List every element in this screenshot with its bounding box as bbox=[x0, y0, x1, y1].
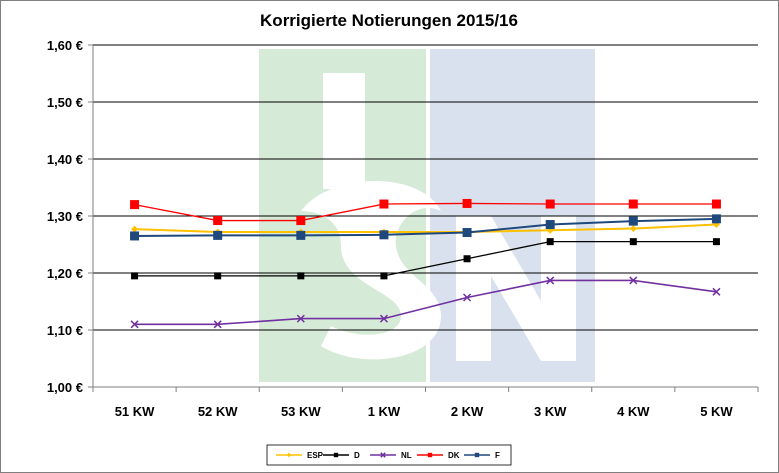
point-dk-4 bbox=[462, 198, 472, 208]
watermark-letter-n bbox=[456, 216, 576, 361]
point-d-5 bbox=[546, 238, 554, 246]
point-dk-5 bbox=[545, 199, 555, 209]
point-d-1 bbox=[214, 272, 222, 280]
legend-label-dk: DK bbox=[448, 451, 460, 460]
ytick-label-4: 1,40 € bbox=[47, 152, 83, 167]
point-d-6 bbox=[629, 238, 637, 246]
watermark-letter-s bbox=[301, 181, 441, 360]
legend-marker-d bbox=[333, 452, 339, 458]
xtick-label-1: 52 KW bbox=[198, 404, 238, 419]
point-nl-6 bbox=[629, 276, 638, 285]
point-esp-0 bbox=[131, 225, 139, 233]
legend-marker-nl bbox=[380, 452, 386, 458]
ytick-label-3: 1,30 € bbox=[47, 209, 83, 224]
point-f-2 bbox=[296, 230, 306, 240]
xtick-label-6: 4 KW bbox=[617, 404, 650, 419]
point-esp-6 bbox=[629, 225, 637, 233]
ytick-label-2: 1,20 € bbox=[47, 266, 83, 281]
point-f-5 bbox=[545, 220, 555, 230]
series-dk bbox=[130, 198, 721, 226]
point-nl-2 bbox=[296, 314, 305, 323]
series-line-f bbox=[134, 217, 717, 237]
x-axis: 51 KW 52 KW 53 KW 1 KW 2 KW 3 KW 4 KW 5 KW bbox=[92, 386, 759, 419]
point-nl-3 bbox=[379, 314, 388, 323]
ytick-label-1: 1,10 € bbox=[47, 323, 83, 338]
series-line-d bbox=[134, 240, 717, 277]
legend-label-f: F bbox=[495, 451, 500, 460]
point-dk-1 bbox=[213, 216, 223, 226]
point-f-1 bbox=[213, 230, 223, 240]
point-dk-0 bbox=[130, 200, 140, 210]
legend-marker-dk bbox=[427, 452, 433, 458]
chart-title: Korrigierte Notierungen 2015/16 bbox=[260, 11, 518, 30]
point-dk-2 bbox=[296, 216, 306, 226]
legend-marker-f bbox=[474, 452, 480, 458]
legend-label-d: D bbox=[354, 451, 360, 460]
point-nl-1 bbox=[213, 320, 222, 329]
point-d-0 bbox=[131, 272, 139, 280]
point-f-4 bbox=[462, 228, 472, 238]
point-f-3 bbox=[379, 230, 389, 240]
y-axis: 1,00 € 1,10 € 1,20 € 1,30 € 1,40 € 1,50 € 1,60… bbox=[47, 38, 94, 395]
point-nl-0 bbox=[130, 320, 139, 329]
xtick-label-7: 5 KW bbox=[700, 404, 733, 419]
xtick-label-4: 2 KW bbox=[451, 404, 484, 419]
series-nl bbox=[130, 276, 721, 329]
legend-label-nl: NL bbox=[401, 451, 412, 460]
point-f-6 bbox=[628, 216, 638, 226]
point-d-2 bbox=[297, 272, 305, 280]
series-line-nl bbox=[134, 279, 717, 326]
point-dk-6 bbox=[628, 199, 638, 209]
xtick-label-3: 1 KW bbox=[368, 404, 401, 419]
xtick-label-2: 53 KW bbox=[281, 404, 321, 419]
ytick-label-6: 1,60 € bbox=[47, 38, 83, 53]
legend-marker-esp bbox=[286, 452, 292, 458]
point-d-7 bbox=[712, 238, 720, 246]
xtick-label-5: 3 KW bbox=[534, 404, 567, 419]
point-nl-4 bbox=[463, 293, 472, 302]
point-dk-7 bbox=[711, 199, 721, 209]
point-f-7 bbox=[711, 214, 721, 224]
series-f bbox=[130, 214, 721, 241]
watermark-letter-i bbox=[323, 73, 365, 189]
point-nl-5 bbox=[546, 276, 555, 285]
point-nl-7 bbox=[712, 287, 721, 296]
legend-label-esp: ESP bbox=[307, 451, 324, 460]
series-lines bbox=[130, 198, 721, 329]
legend: ESP D NL DK F bbox=[266, 444, 512, 466]
series-d bbox=[131, 238, 720, 280]
series-line-esp bbox=[134, 223, 717, 233]
ytick-label-5: 1,50 € bbox=[47, 95, 83, 110]
ytick-label-0: 1,00 € bbox=[47, 380, 83, 395]
point-f-0 bbox=[130, 231, 140, 241]
point-d-3 bbox=[380, 272, 388, 280]
xtick-label-0: 51 KW bbox=[115, 404, 155, 419]
point-d-4 bbox=[463, 255, 471, 263]
point-dk-3 bbox=[379, 199, 389, 209]
series-line-dk bbox=[134, 202, 717, 222]
